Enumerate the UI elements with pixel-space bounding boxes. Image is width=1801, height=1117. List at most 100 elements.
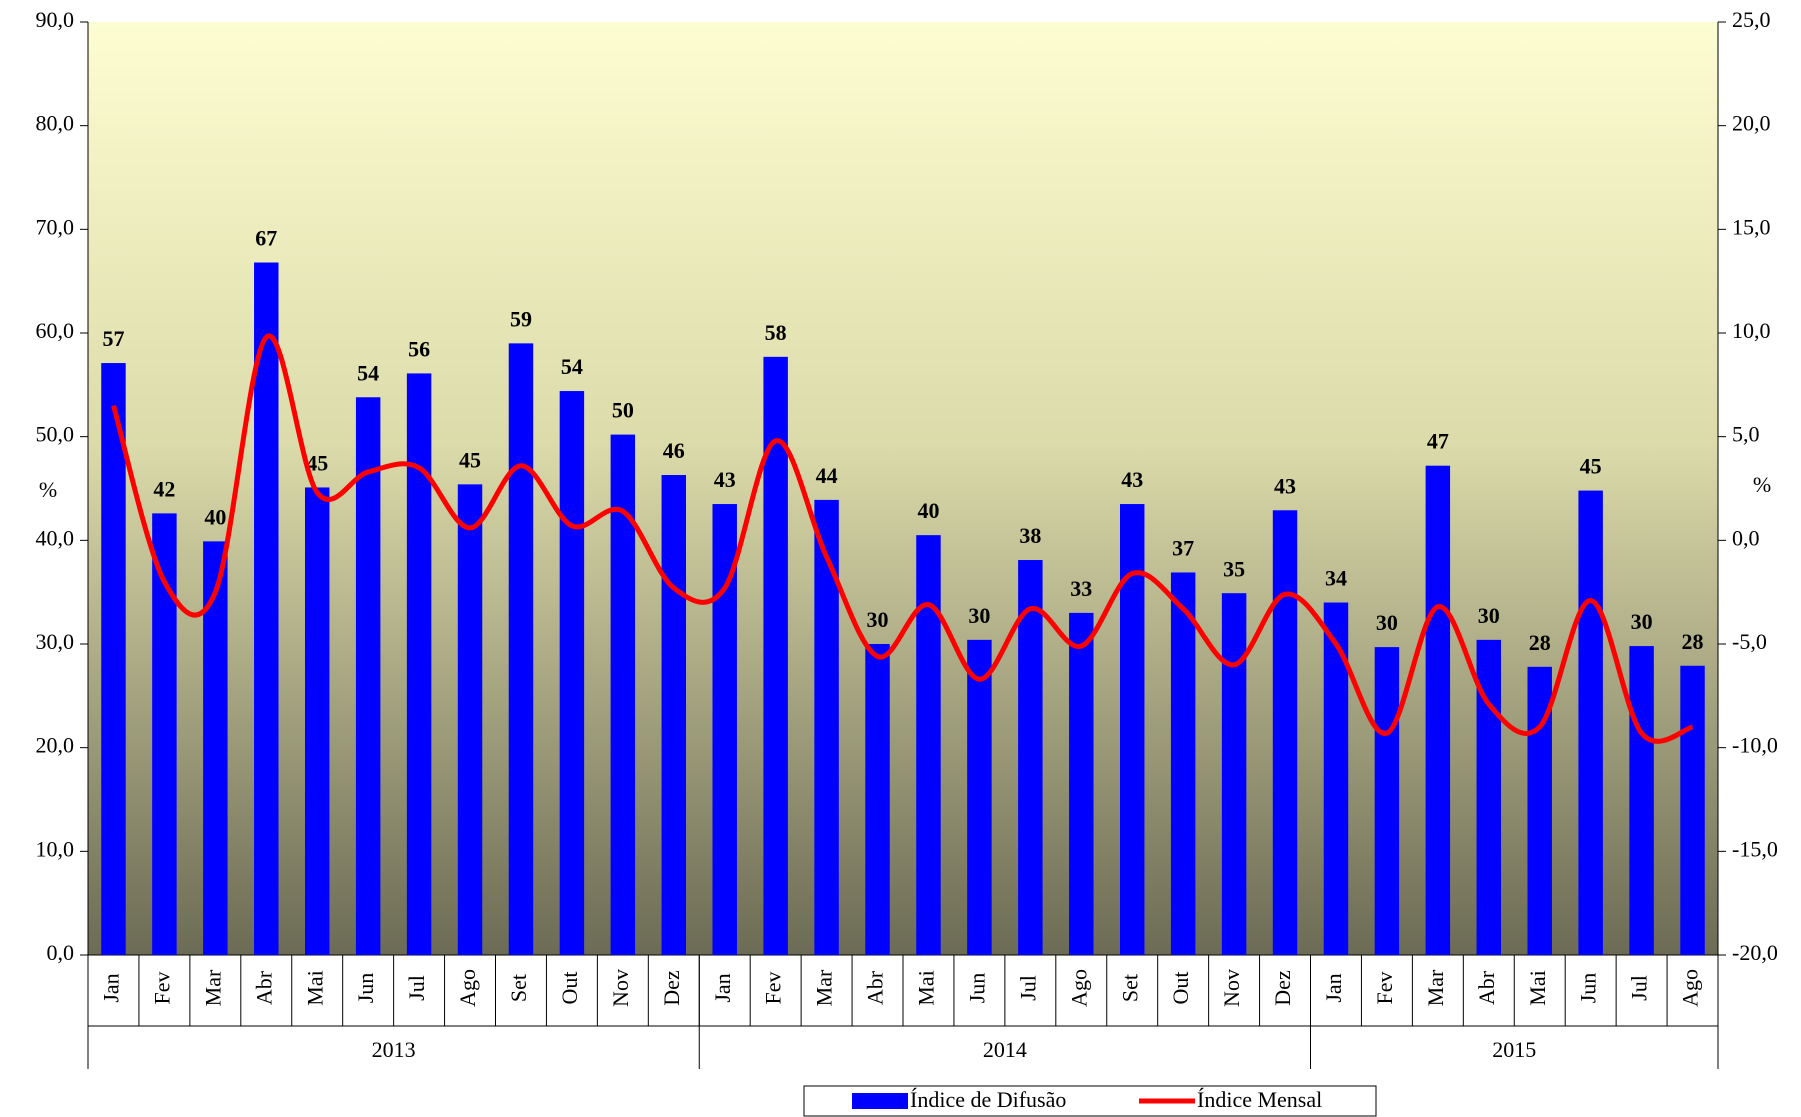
value-label: 37 bbox=[1172, 536, 1194, 561]
x-tick-label: Set bbox=[1117, 974, 1142, 1002]
bar bbox=[304, 487, 330, 955]
x-tick-label: Dez bbox=[659, 970, 684, 1006]
value-label: 30 bbox=[867, 607, 889, 632]
x-tick-label: Jul bbox=[404, 975, 429, 1001]
x-tick-label: Jun bbox=[964, 973, 989, 1004]
bar bbox=[1170, 572, 1196, 955]
group-label: 2013 bbox=[372, 1037, 416, 1062]
y-tick-label: 10,0 bbox=[36, 836, 75, 861]
bar bbox=[916, 535, 941, 955]
y2-axis-label: % bbox=[1753, 472, 1771, 497]
x-tick-label: Fev bbox=[149, 972, 174, 1005]
value-label: 47 bbox=[1427, 429, 1449, 454]
bar bbox=[152, 513, 177, 955]
bar bbox=[457, 484, 483, 955]
bar bbox=[865, 644, 890, 955]
bar bbox=[559, 391, 585, 955]
y2-tick-label: -15,0 bbox=[1732, 836, 1778, 861]
bar bbox=[101, 363, 126, 955]
y-tick-label: 30,0 bbox=[36, 629, 75, 654]
value-label: 58 bbox=[765, 320, 787, 345]
bar bbox=[203, 541, 228, 955]
group-label: 2015 bbox=[1492, 1037, 1536, 1062]
bar bbox=[712, 504, 737, 955]
value-label: 54 bbox=[561, 354, 583, 379]
y-tick-label: 70,0 bbox=[36, 214, 75, 239]
value-label: 42 bbox=[153, 476, 175, 501]
value-label: 45 bbox=[1580, 454, 1602, 479]
value-label: 28 bbox=[1529, 630, 1551, 655]
x-tick-label: Set bbox=[506, 974, 531, 1002]
value-label: 33 bbox=[1070, 576, 1092, 601]
x-tick-label: Fev bbox=[1372, 972, 1397, 1005]
x-tick-label: Abr bbox=[863, 970, 888, 1005]
value-label: 35 bbox=[1223, 556, 1245, 581]
value-label: 43 bbox=[714, 467, 736, 492]
group-label: 2014 bbox=[983, 1037, 1027, 1062]
legend-swatch bbox=[852, 1093, 908, 1109]
bar bbox=[967, 639, 992, 955]
y2-tick-label: -5,0 bbox=[1732, 629, 1767, 654]
value-label: 40 bbox=[204, 504, 226, 529]
value-label: 30 bbox=[1478, 603, 1500, 628]
x-tick-label: Mar bbox=[812, 969, 837, 1006]
x-tick-label: Jan bbox=[1321, 973, 1346, 1002]
bar bbox=[1272, 510, 1298, 955]
x-tick-label: Mar bbox=[200, 969, 225, 1006]
legend-label: Índice de Difusão bbox=[910, 1087, 1066, 1112]
value-label: 45 bbox=[459, 447, 481, 472]
y-tick-label: 50,0 bbox=[36, 422, 75, 447]
bar bbox=[1680, 665, 1705, 955]
bar bbox=[1578, 490, 1603, 955]
y-tick-label: 60,0 bbox=[36, 318, 75, 343]
value-label: 67 bbox=[255, 226, 277, 251]
x-tick-label: Jul bbox=[1627, 975, 1652, 1001]
x-tick-label: Ago bbox=[1678, 969, 1703, 1007]
value-label: 40 bbox=[917, 498, 939, 523]
x-tick-label: Jan bbox=[710, 973, 735, 1002]
x-tick-label: Jan bbox=[99, 973, 124, 1002]
x-tick-label: Mai bbox=[914, 970, 939, 1005]
y2-tick-label: 20,0 bbox=[1732, 111, 1771, 136]
value-label: 45 bbox=[306, 451, 328, 476]
y-tick-label: 80,0 bbox=[36, 111, 75, 136]
value-label: 46 bbox=[663, 438, 685, 463]
bar bbox=[814, 499, 839, 955]
bar bbox=[1374, 647, 1400, 955]
x-tick-label: Mai bbox=[1525, 970, 1550, 1005]
y2-tick-label: -10,0 bbox=[1732, 733, 1778, 758]
y-tick-label: 40,0 bbox=[36, 525, 75, 550]
value-label: 59 bbox=[510, 306, 532, 331]
bar bbox=[661, 475, 687, 955]
value-label: 38 bbox=[1019, 523, 1041, 548]
x-tick-label: Out bbox=[557, 972, 582, 1005]
x-tick-label: Abr bbox=[1474, 970, 1499, 1005]
x-tick-label: Fev bbox=[761, 972, 786, 1005]
y-tick-label: 0,0 bbox=[47, 940, 75, 965]
x-tick-label: Abr bbox=[251, 970, 276, 1005]
x-tick-label: Out bbox=[1168, 972, 1193, 1005]
y2-tick-label: 15,0 bbox=[1732, 214, 1771, 239]
value-label: 43 bbox=[1274, 473, 1296, 498]
bar bbox=[1069, 612, 1094, 955]
y-tick-label: 20,0 bbox=[36, 733, 75, 758]
bar bbox=[1018, 560, 1043, 955]
value-label: 44 bbox=[816, 463, 838, 488]
x-tick-label: Dez bbox=[1270, 970, 1295, 1006]
value-label: 30 bbox=[1376, 610, 1398, 635]
value-label: 50 bbox=[612, 398, 634, 423]
y-axis-label: % bbox=[39, 477, 57, 502]
bar bbox=[254, 262, 279, 955]
y2-tick-label: 0,0 bbox=[1732, 525, 1760, 550]
bar bbox=[508, 343, 534, 955]
x-tick-label: Ago bbox=[455, 969, 480, 1007]
value-label: 30 bbox=[1631, 609, 1653, 634]
x-tick-label: Nov bbox=[1219, 969, 1244, 1007]
bar bbox=[1629, 646, 1654, 955]
bar bbox=[406, 373, 432, 955]
value-label: 30 bbox=[968, 603, 990, 628]
x-tick-label: Nov bbox=[608, 969, 633, 1007]
x-tick-label: Jun bbox=[353, 973, 378, 1004]
value-label: 56 bbox=[408, 336, 430, 361]
